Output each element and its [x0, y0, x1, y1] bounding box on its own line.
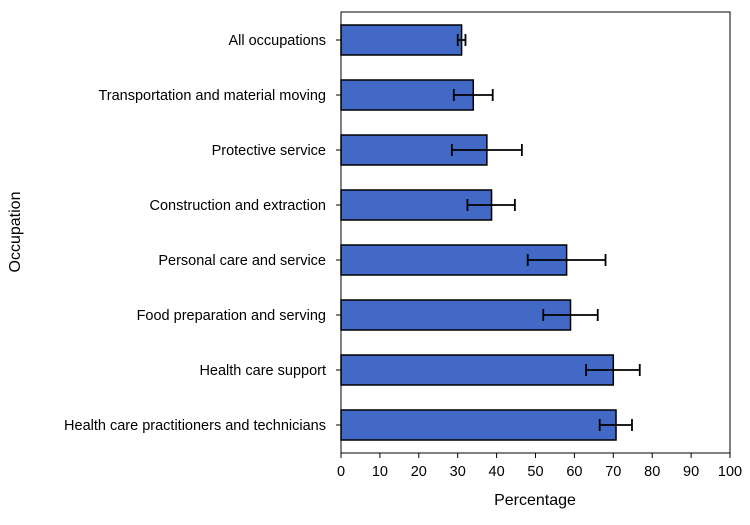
bar-6 — [340, 354, 615, 386]
bar-5 — [340, 299, 572, 331]
x-axis-title: Percentage — [494, 492, 576, 509]
category-label-6: Health care support — [199, 363, 326, 379]
bars-layer — [340, 24, 617, 441]
bar-3 — [340, 189, 493, 221]
category-labels: All occupations Transportation and materi… — [64, 33, 341, 434]
x-tick-label-8: 80 — [644, 464, 660, 480]
x-tick-label-10: 100 — [718, 464, 742, 480]
x-tick-label-0: 0 — [337, 464, 345, 480]
error-bar-2 — [450, 144, 523, 156]
x-tick-label-4: 40 — [489, 464, 505, 480]
x-tick-label-5: 50 — [527, 464, 543, 480]
x-tick-label-9: 90 — [683, 464, 699, 480]
bar-7 — [340, 409, 617, 441]
x-tick-label-1: 10 — [372, 464, 388, 480]
category-label-5: Food preparation and serving — [137, 308, 326, 324]
category-label-0: All occupations — [228, 33, 326, 49]
error-bar-6 — [585, 364, 641, 376]
error-bars-layer — [450, 34, 641, 431]
category-label-7: Health care practitioners and technician… — [64, 418, 326, 434]
x-axis-ticks: 0 10 20 30 40 50 60 70 80 90 100 — [337, 453, 742, 480]
error-bar-1 — [452, 89, 494, 101]
category-label-1: Transportation and material moving — [98, 88, 326, 104]
x-tick-label-2: 20 — [411, 464, 427, 480]
category-label-4: Personal care and service — [158, 253, 326, 269]
y-axis-title: Occupation — [7, 192, 24, 273]
category-label-2: Protective service — [212, 143, 326, 159]
x-tick-label-6: 60 — [566, 464, 582, 480]
plot-frame — [340, 11, 731, 454]
error-bar-3 — [466, 199, 516, 211]
x-tick-label-3: 30 — [450, 464, 466, 480]
x-tick-label-7: 70 — [605, 464, 621, 480]
category-label-3: Construction and extraction — [149, 198, 326, 214]
error-bar-0 — [456, 34, 467, 46]
bar-0 — [340, 24, 463, 56]
error-bar-4 — [526, 254, 607, 266]
error-bar-7 — [598, 419, 633, 431]
error-bar-5 — [542, 309, 599, 321]
